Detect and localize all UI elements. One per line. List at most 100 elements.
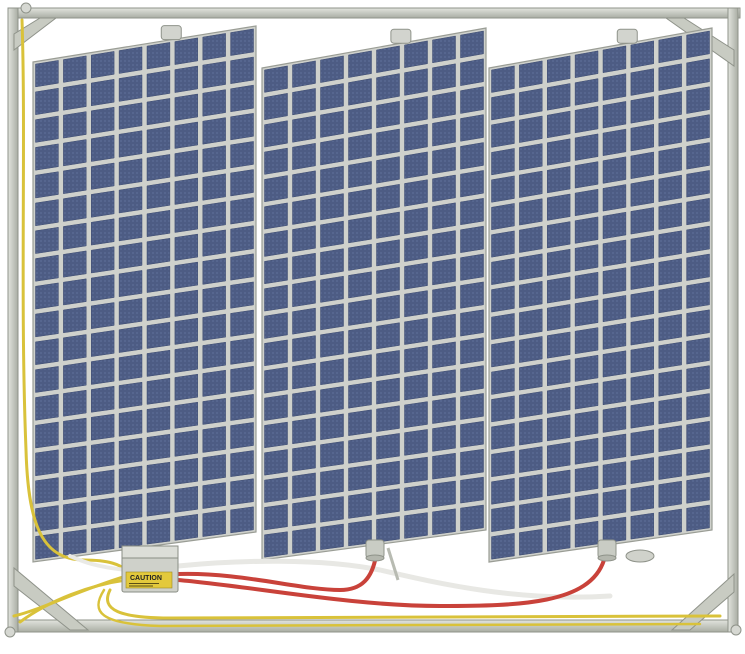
solar-cell (491, 203, 515, 231)
solar-cell (264, 312, 288, 339)
solar-cell (35, 282, 59, 310)
solar-cell (574, 382, 599, 410)
solar-cell (491, 533, 515, 560)
solar-cell (686, 309, 710, 337)
solar-cell (547, 304, 571, 331)
solar-cell (230, 450, 254, 477)
solar-cell (547, 166, 571, 194)
solar-cell (63, 111, 87, 139)
solar-cell (658, 313, 682, 341)
solar-cell (574, 50, 599, 78)
solar-cell (320, 275, 344, 303)
solar-cell (404, 290, 428, 318)
solar-cell (174, 93, 198, 121)
solar-cell (230, 365, 254, 393)
solar-cell (348, 50, 372, 78)
solar-cell (686, 504, 710, 532)
solar-cell (320, 331, 344, 358)
solar-cell (376, 516, 400, 543)
solar-cell (574, 106, 599, 134)
solar-cell (630, 124, 654, 152)
solar-cell (686, 58, 710, 86)
solar-cell (602, 239, 627, 267)
solar-cell (630, 179, 654, 207)
solar-cell (376, 239, 400, 267)
solar-cell (230, 422, 254, 449)
solar-cell (35, 393, 59, 421)
solar-cell (146, 154, 171, 182)
solar-cell (432, 425, 456, 452)
solar-cell (547, 524, 571, 552)
solar-cell (348, 299, 372, 326)
solar-cell (35, 171, 59, 199)
solar-cell (202, 454, 226, 481)
solar-cell (547, 55, 571, 83)
solar-cell (460, 142, 484, 170)
solar-cell (404, 484, 428, 511)
solar-cell (91, 106, 115, 134)
solar-cell (630, 429, 654, 457)
solar-cell (91, 274, 115, 302)
solar-cell (230, 281, 254, 309)
solar-panel-1 (32, 25, 257, 563)
solar-cell (174, 121, 198, 149)
solar-cell (519, 143, 543, 171)
solar-cell (602, 295, 627, 323)
solar-cell (491, 93, 515, 121)
solar-cell (460, 253, 484, 281)
solar-cell (174, 205, 198, 233)
solar-cell (602, 73, 627, 101)
solar-cell (574, 161, 599, 189)
solar-cell (574, 493, 599, 520)
solar-cell (174, 261, 198, 289)
solar-cell (630, 485, 654, 512)
solar-cell (35, 477, 59, 504)
solar-cell (432, 91, 456, 119)
solar-cell (404, 512, 428, 539)
solar-cell (686, 30, 710, 59)
solar-cell (547, 359, 571, 387)
solar-cell (174, 373, 198, 401)
solar-cell (63, 167, 87, 194)
solar-cell (658, 397, 682, 425)
solar-cell (491, 478, 515, 505)
solar-cell (491, 505, 515, 532)
solar-cell (320, 386, 344, 413)
solar-cell (230, 309, 254, 337)
solar-cell (519, 391, 543, 418)
solar-cell (63, 222, 87, 250)
solar-cell (519, 473, 543, 501)
solar-cell (264, 230, 288, 257)
panel-top-clip (616, 28, 638, 44)
solar-cell (174, 514, 198, 541)
solar-cell (376, 350, 400, 377)
solar-cell (602, 322, 627, 350)
solar-cell (630, 512, 654, 540)
solar-cell (432, 119, 456, 147)
solar-cell (35, 310, 59, 338)
solar-cell (202, 482, 226, 509)
solar-cell (432, 286, 456, 313)
solar-cell (146, 182, 171, 210)
solar-cell (202, 257, 226, 285)
solar-cell (230, 56, 254, 84)
solar-cell (91, 51, 115, 79)
solar-cell (91, 413, 115, 441)
solar-cell (519, 253, 543, 281)
solar-cell (460, 225, 484, 253)
solar-cell (320, 303, 344, 331)
panel-top-clip (390, 28, 412, 44)
solar-cell (264, 339, 288, 367)
solar-cell (91, 358, 115, 385)
solar-cell (146, 433, 171, 461)
solar-cell (230, 394, 254, 421)
solar-cell (376, 460, 400, 488)
solar-cell (320, 358, 344, 386)
solar-cell (348, 161, 372, 189)
solar-cell (202, 117, 226, 145)
solar-cell (348, 409, 372, 436)
solar-cell (174, 401, 198, 429)
solar-cell (630, 457, 654, 484)
solar-cell (432, 452, 456, 480)
solar-cell (320, 138, 344, 166)
